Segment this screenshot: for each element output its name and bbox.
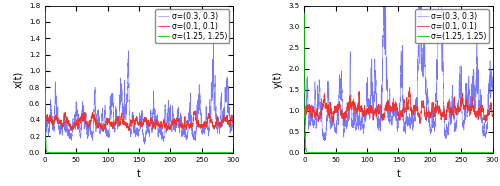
σ=(0.1, 0.1) bbox=[386, 105, 392, 108]
σ=(0.3, 0.3) bbox=[142, 143, 148, 145]
σ=(0.3, 0.3) bbox=[208, 106, 214, 108]
σ=(1.25, 1.25) bbox=[127, 151, 133, 154]
X-axis label: t: t bbox=[137, 169, 141, 179]
σ=(0.3, 0.3) bbox=[210, 34, 216, 37]
σ=(1.25, 1.25) bbox=[42, 6, 48, 8]
Y-axis label: x(t): x(t) bbox=[14, 70, 24, 88]
σ=(0.1, 0.1) bbox=[406, 86, 412, 89]
σ=(0.3, 0.3) bbox=[304, 97, 310, 100]
σ=(1.25, 1.25) bbox=[44, 151, 50, 154]
σ=(0.1, 0.1) bbox=[86, 124, 92, 126]
σ=(1.25, 1.25) bbox=[208, 151, 214, 154]
Line: σ=(0.1, 0.1): σ=(0.1, 0.1) bbox=[45, 111, 233, 131]
σ=(0.1, 0.1) bbox=[127, 124, 133, 126]
σ=(1.25, 1.25) bbox=[490, 151, 496, 154]
σ=(0.1, 0.1) bbox=[304, 110, 310, 112]
σ=(1.25, 1.25) bbox=[487, 151, 493, 154]
σ=(1.25, 1.25) bbox=[228, 151, 234, 154]
σ=(1.25, 1.25) bbox=[44, 151, 50, 154]
σ=(0.1, 0.1) bbox=[230, 121, 236, 123]
σ=(0.3, 0.3) bbox=[42, 119, 48, 121]
σ=(1.25, 1.25) bbox=[86, 151, 92, 154]
Line: σ=(1.25, 1.25): σ=(1.25, 1.25) bbox=[304, 14, 492, 153]
Legend: σ=(0.3, 0.3), σ=(0.1, 0.1), σ=(1.25, 1.25): σ=(0.3, 0.3), σ=(0.1, 0.1), σ=(1.25, 1.2… bbox=[156, 9, 229, 43]
σ=(1.25, 1.25) bbox=[230, 151, 236, 154]
σ=(0.3, 0.3) bbox=[228, 129, 234, 132]
σ=(0.1, 0.1) bbox=[208, 122, 214, 124]
σ=(0.1, 0.1) bbox=[42, 119, 48, 121]
σ=(0.3, 0.3) bbox=[346, 109, 352, 111]
σ=(0.1, 0.1) bbox=[192, 110, 198, 112]
σ=(0.3, 0.3) bbox=[86, 123, 92, 125]
Legend: σ=(0.3, 0.3), σ=(0.1, 0.1), σ=(1.25, 1.25): σ=(0.3, 0.3), σ=(0.1, 0.1), σ=(1.25, 1.2… bbox=[415, 9, 488, 43]
σ=(0.3, 0.3) bbox=[386, 117, 392, 119]
σ=(0.3, 0.3) bbox=[44, 119, 50, 121]
σ=(0.1, 0.1) bbox=[487, 108, 493, 110]
σ=(0.3, 0.3) bbox=[443, 135, 449, 137]
Line: σ=(1.25, 1.25): σ=(1.25, 1.25) bbox=[45, 7, 233, 153]
σ=(0.3, 0.3) bbox=[487, 89, 493, 91]
σ=(0.3, 0.3) bbox=[468, 104, 473, 106]
σ=(0.3, 0.3) bbox=[490, 79, 496, 81]
σ=(1.25, 1.25) bbox=[304, 151, 310, 153]
σ=(0.1, 0.1) bbox=[302, 109, 308, 112]
σ=(0.1, 0.1) bbox=[346, 105, 352, 108]
σ=(0.3, 0.3) bbox=[184, 137, 190, 139]
σ=(0.3, 0.3) bbox=[127, 129, 133, 131]
σ=(0.3, 0.3) bbox=[230, 130, 236, 132]
σ=(0.3, 0.3) bbox=[322, 140, 328, 142]
Line: σ=(0.3, 0.3): σ=(0.3, 0.3) bbox=[304, 0, 492, 141]
σ=(1.25, 1.25) bbox=[468, 151, 473, 154]
σ=(1.25, 1.25) bbox=[302, 13, 308, 15]
Line: σ=(0.1, 0.1): σ=(0.1, 0.1) bbox=[304, 88, 492, 124]
σ=(0.1, 0.1) bbox=[228, 123, 234, 125]
σ=(0.1, 0.1) bbox=[100, 130, 106, 132]
X-axis label: t: t bbox=[396, 169, 400, 179]
σ=(0.1, 0.1) bbox=[184, 128, 190, 130]
σ=(1.25, 1.25) bbox=[443, 151, 449, 154]
σ=(1.25, 1.25) bbox=[346, 151, 352, 154]
σ=(0.1, 0.1) bbox=[417, 122, 423, 125]
Y-axis label: y(t): y(t) bbox=[273, 70, 283, 88]
σ=(0.1, 0.1) bbox=[468, 113, 473, 115]
σ=(0.1, 0.1) bbox=[44, 117, 50, 119]
σ=(1.25, 1.25) bbox=[184, 151, 190, 154]
Line: σ=(0.3, 0.3): σ=(0.3, 0.3) bbox=[45, 36, 233, 144]
σ=(0.1, 0.1) bbox=[490, 115, 496, 117]
σ=(1.25, 1.25) bbox=[304, 151, 310, 154]
σ=(0.1, 0.1) bbox=[443, 116, 449, 119]
σ=(0.3, 0.3) bbox=[302, 109, 308, 112]
σ=(1.25, 1.25) bbox=[386, 151, 392, 154]
